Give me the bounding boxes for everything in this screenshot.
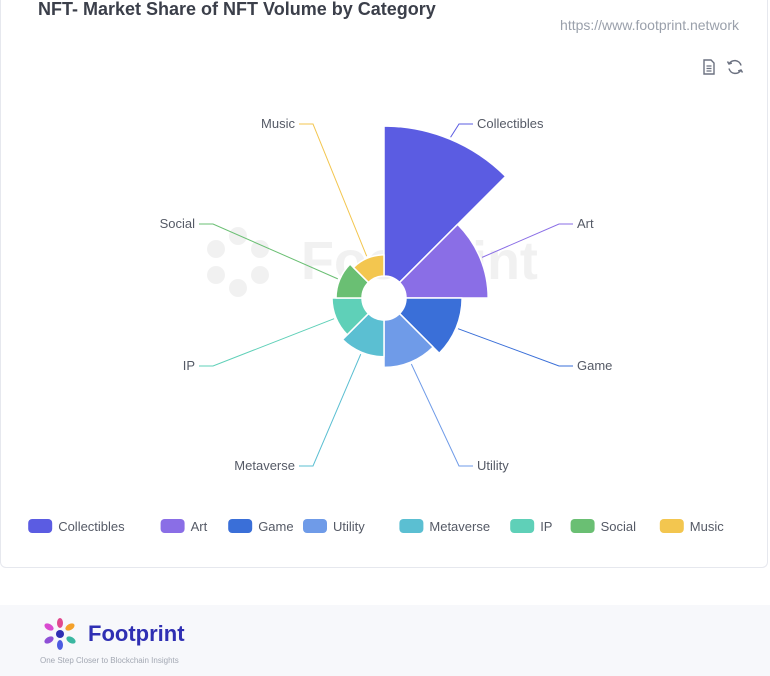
label-social: Social [160,216,196,231]
legend-swatch-collectibles [28,519,53,533]
label-collectibles: Collectibles [477,116,544,131]
leader-line-music [299,123,368,257]
slice-music [352,254,385,284]
legend-label-metaverse: Metaverse [429,519,490,534]
leader-line-metaverse [299,353,362,467]
leader-line-ip [199,318,335,367]
legend-label-utility: Utility [333,519,365,534]
label-game: Game [577,358,612,373]
footer-brand[interactable]: Footprint [40,616,185,652]
chart-card: NFT- Market Share of NFT Volume by Categ… [0,0,768,568]
slice-collectibles [383,125,507,284]
leader-line-game [457,328,573,367]
source-url: https://www.footprint.network [560,17,739,33]
footer: Footprint One Step Closer to Blockchain … [0,605,770,676]
slice-metaverse [341,312,385,358]
leader-line-art [481,223,573,258]
leader-line-social [199,223,339,280]
footer-brand-name: Footprint [88,621,185,646]
legend-swatch-music [659,519,684,533]
label-metaverse: Metaverse [234,458,295,473]
legend-label-music: Music [690,519,724,534]
label-utility: Utility [477,458,509,473]
legend-label-ip: IP [540,519,552,534]
legend-swatch-utility [303,519,327,533]
footprint-logo-icon [44,618,76,650]
chart-title: NFT- Market Share of NFT Volume by Categ… [38,0,436,19]
legend-swatch-social [570,519,595,533]
rose-pie-chart: FootprintCollectiblesArtGameUtilityMetav… [28,116,724,534]
refresh-icon[interactable] [725,58,745,78]
label-art: Art [577,216,594,231]
leader-line-utility [410,363,473,467]
legend-label-social: Social [601,519,637,534]
slice-utility [383,312,434,369]
slice-art [398,223,489,299]
leader-line-collectibles [450,123,473,138]
legend-swatch-game [228,519,253,533]
document-icon[interactable] [700,58,720,78]
legend-swatch-art [160,519,185,533]
slice-ip [331,297,370,336]
slice-game [398,297,463,354]
legend-label-art: Art [191,519,208,534]
slice-social [335,263,370,299]
legend-label-collectibles: Collectibles [58,519,125,534]
legend-swatch-ip [510,519,535,533]
legend-label-game: Game [258,519,293,534]
footer-tagline: One Step Closer to Blockchain Insights [40,656,179,665]
legend-swatch-metaverse [399,519,424,533]
label-music: Music [261,116,295,131]
label-ip: IP [183,358,195,373]
